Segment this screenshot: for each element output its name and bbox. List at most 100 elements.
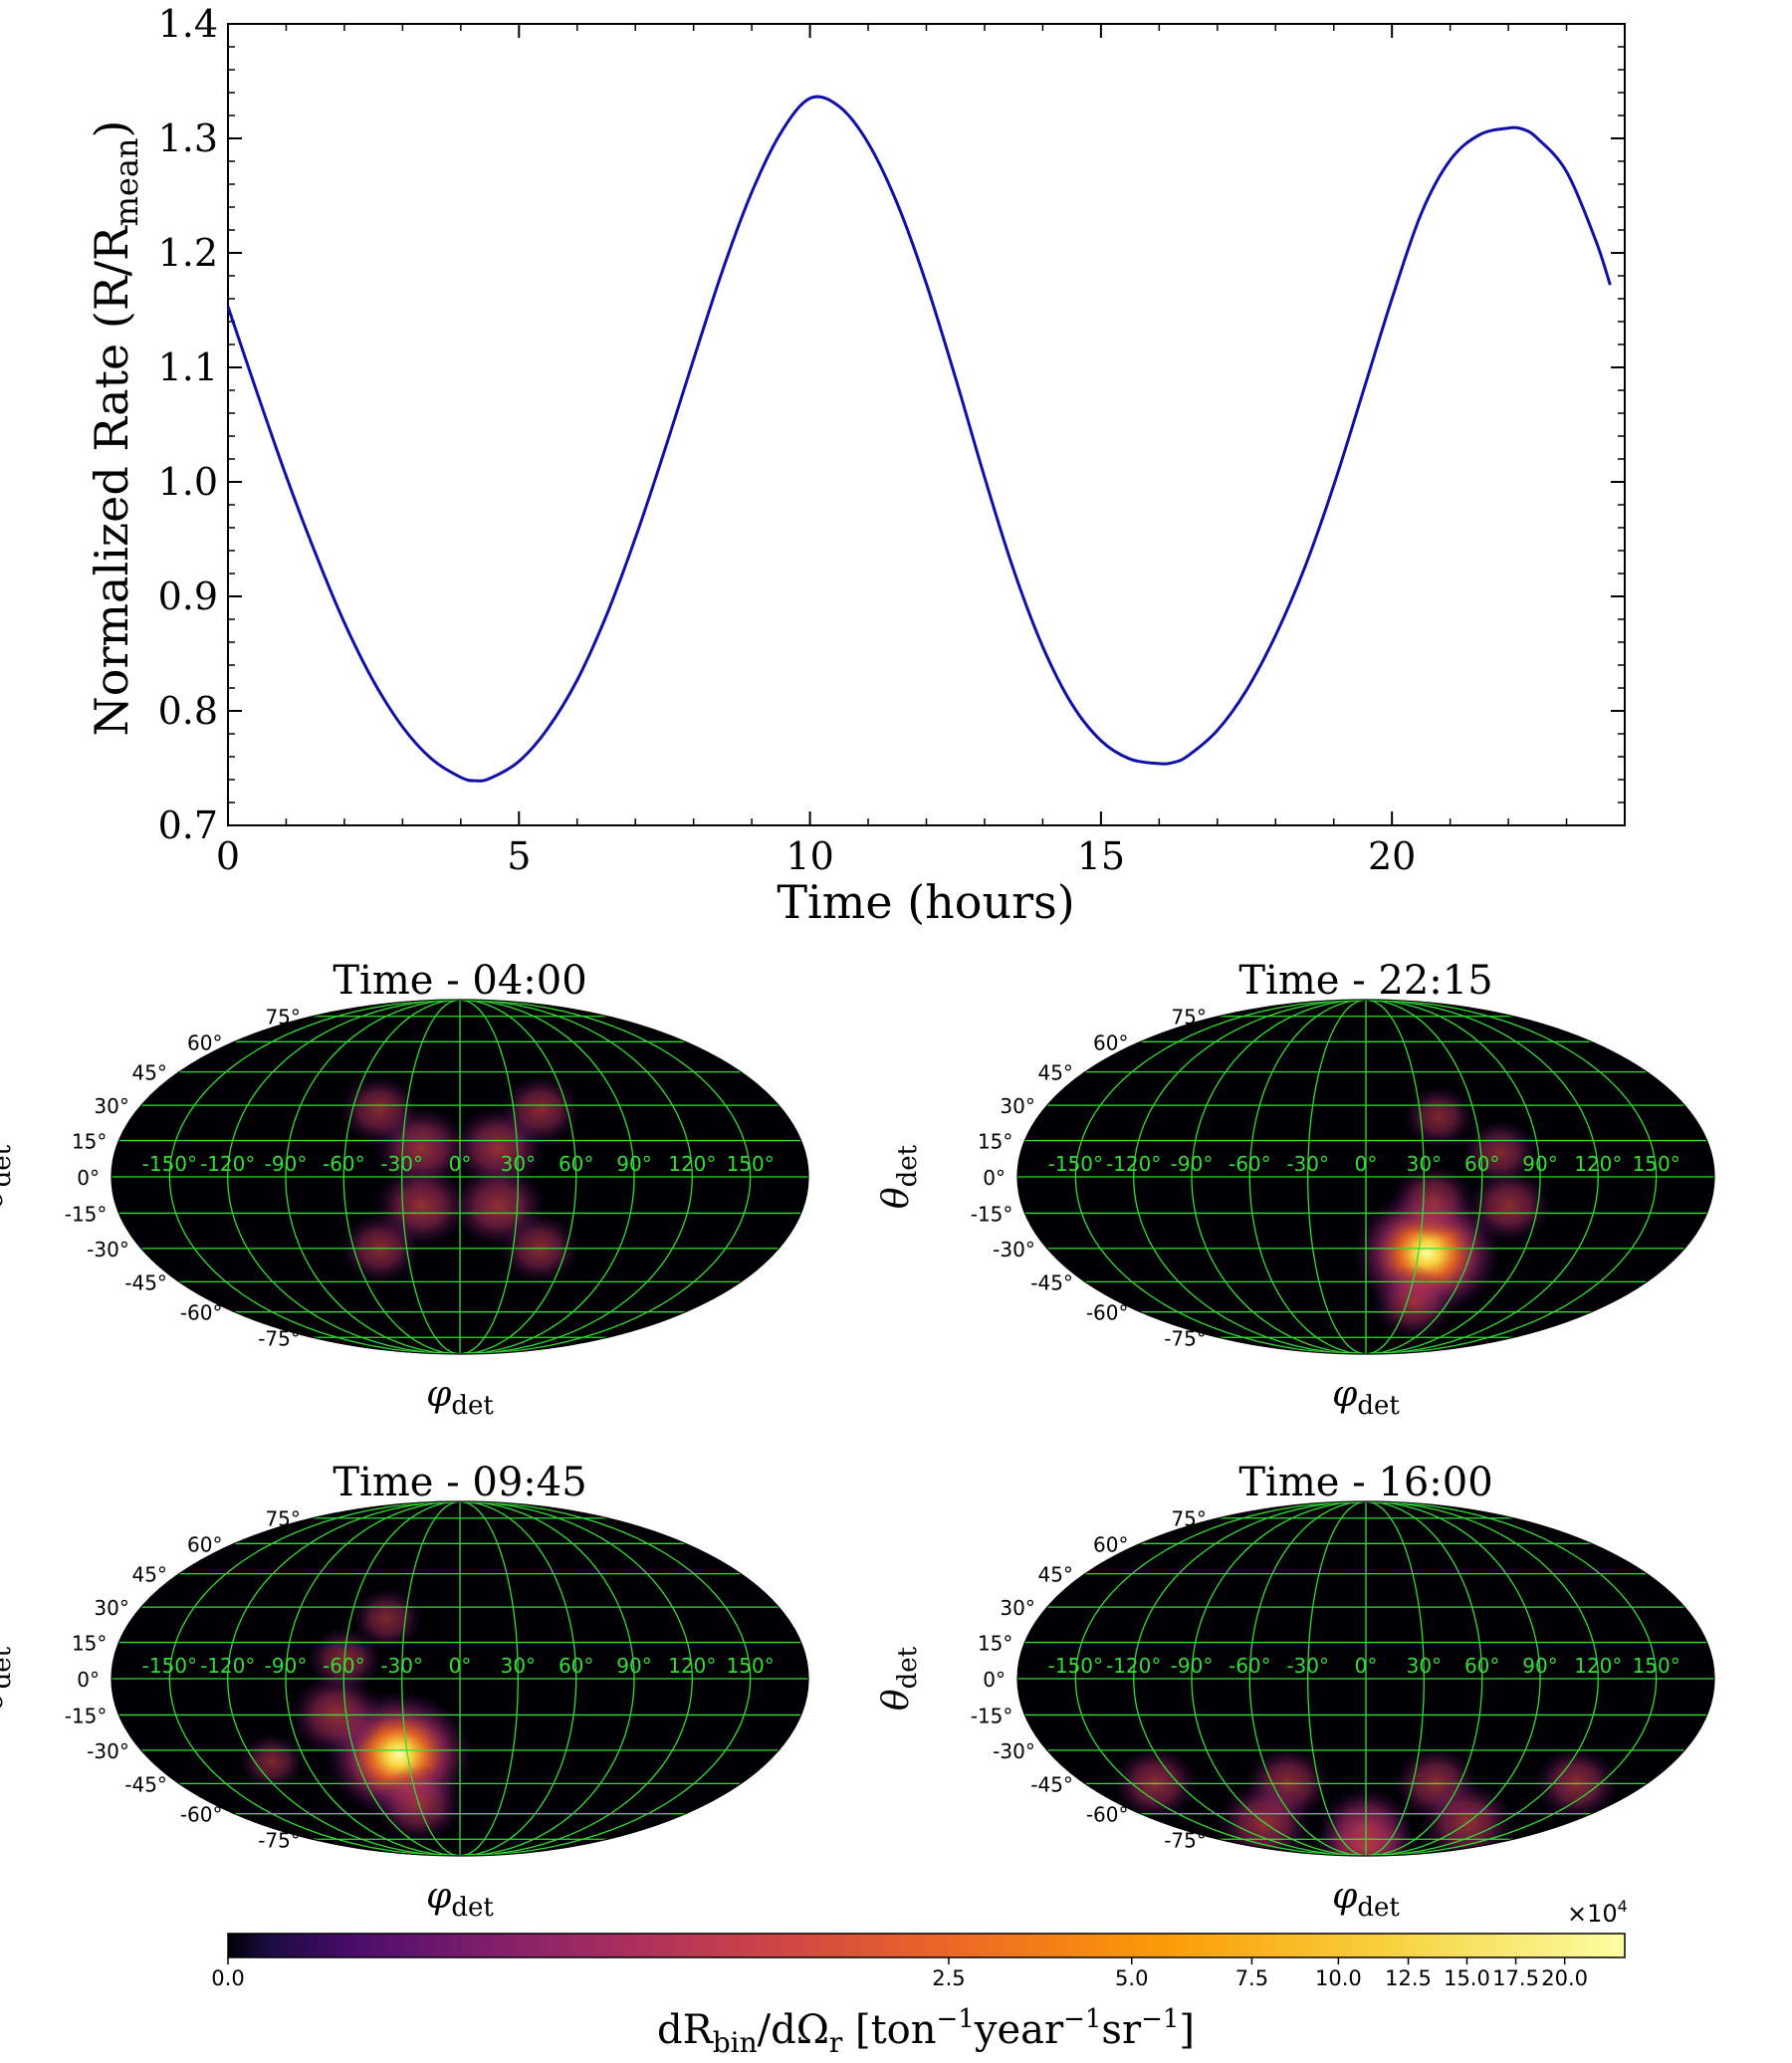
meridian-line: [459, 1000, 519, 1354]
y-tick-label: 0.7: [158, 803, 218, 847]
x-tick-labels: 0 5 10 15 20: [216, 834, 1416, 878]
meridian-line: [1365, 1000, 1599, 1354]
longitude-label: 120°: [668, 1654, 716, 1678]
longitude-label: 60°: [1464, 1654, 1499, 1678]
map-hotspot: [239, 1733, 305, 1790]
longitude-label: -150°: [1048, 1654, 1103, 1678]
latitude-label: 75°: [1171, 1006, 1206, 1030]
meridian-line: [459, 1501, 752, 1856]
latitude-label: 45°: [1037, 1061, 1072, 1085]
map-grid: [1017, 1501, 1714, 1856]
longitude-label: -150°: [142, 1152, 197, 1176]
x-tick-label: 20: [1368, 834, 1416, 878]
sky-map-0400: Time - 04:00 -150° -120° -90° -60° -30° 0° 30° 6…: [0, 958, 809, 1421]
y-tick-label: 1.4: [158, 2, 218, 46]
longitude-label: 90°: [616, 1152, 651, 1176]
longitude-label: 30°: [1407, 1152, 1442, 1176]
meridian-line: [1365, 1501, 1541, 1856]
map-grid: [112, 1501, 808, 1856]
longitude-label: 90°: [1522, 1152, 1557, 1176]
latitude-label: 0°: [77, 1166, 100, 1190]
longitude-label: 60°: [559, 1654, 593, 1678]
latitude-label: -45°: [1030, 1772, 1073, 1796]
map-outline: [111, 999, 809, 1355]
y-tick-label: 1.3: [158, 116, 218, 160]
x-axis-label: Time (hours): [777, 875, 1074, 929]
latitude-label: 0°: [77, 1668, 100, 1692]
sky-map-0945: Time - 09:45 -150° -120° -90° -60° -30° 0° 30° 6…: [0, 1460, 809, 1923]
sky-map-2215: Time - 22:15 -150° -120° -90° -60° -30° 0° 30° 6…: [876, 958, 1715, 1421]
x-tick-label: 0: [216, 834, 240, 878]
y-tick-label: 1.1: [158, 345, 218, 389]
longitude-label: -60°: [1229, 1152, 1271, 1176]
map-x-axis-symbol: φ: [426, 1876, 452, 1917]
meridian-line: [227, 1501, 461, 1856]
latitude-label: -75°: [258, 1326, 301, 1350]
latitude-label: 30°: [94, 1094, 128, 1118]
longitude-label: 150°: [1633, 1152, 1680, 1176]
meridian-line: [285, 1000, 461, 1354]
meridian-line: [168, 1501, 461, 1856]
colorbar-tick-label: 12.5: [1385, 1966, 1432, 1990]
sky-map-1600: Time - 16:00 -150° -120° -90° -60° -30° 0° 30° 6…: [876, 1460, 1715, 1923]
longitude-label: -60°: [1229, 1654, 1271, 1678]
map-title: Time - 22:15: [1238, 958, 1492, 1004]
y-tick-label: 0.8: [158, 689, 218, 733]
longitude-label: -120°: [1106, 1152, 1161, 1176]
map-hotspot: [1391, 1164, 1475, 1239]
colorbar-tick-label: 0.0: [211, 1966, 244, 1990]
longitude-label: -120°: [200, 1654, 255, 1678]
map-hotspot: [1404, 1086, 1474, 1148]
map-x-axis-subscript: det: [1357, 1391, 1400, 1421]
longitude-label: 60°: [559, 1152, 593, 1176]
meridian-line: [227, 1000, 461, 1354]
latitude-label: -15°: [65, 1202, 108, 1226]
longitude-label: -30°: [380, 1654, 423, 1678]
meridian-line: [342, 1000, 461, 1354]
latitude-label: 45°: [131, 1563, 166, 1587]
map-hotspot: [1466, 1169, 1552, 1243]
map-x-axis-subscript: det: [451, 1391, 494, 1421]
meridian-line: [459, 1501, 519, 1856]
meridian-line: [1307, 1501, 1367, 1856]
meridian-line: [459, 1000, 752, 1354]
meridian-line: [459, 1000, 635, 1354]
longitude-label: -90°: [1171, 1654, 1214, 1678]
meridian-line: [1191, 1000, 1367, 1354]
meridian-line: [459, 1000, 693, 1354]
latitude-label: -60°: [180, 1803, 223, 1827]
y-tick-label: 0.9: [158, 574, 218, 618]
meridian-line: [1365, 1000, 1658, 1354]
map-x-axis-subscript: det: [1357, 1893, 1400, 1923]
meridian-line: [1365, 1000, 1483, 1354]
longitude-label: -60°: [323, 1152, 365, 1176]
longitude-label: 150°: [727, 1152, 775, 1176]
map-x-axis-symbol: φ: [1332, 1876, 1358, 1917]
longitude-label: 0°: [449, 1152, 472, 1176]
map-x-axis-label: φdet: [426, 1876, 494, 1923]
meridian-line: [1248, 1000, 1367, 1354]
latitude-label: -15°: [65, 1704, 108, 1727]
meridian-line: [1191, 1501, 1367, 1856]
map-hotspot: [339, 1075, 419, 1145]
latitude-label: 15°: [978, 1130, 1012, 1154]
colorbar-multiplier: ×104: [1567, 1897, 1628, 1928]
colorbar-bar: [227, 1933, 1626, 1958]
y-tick-label: 1.0: [158, 460, 218, 504]
longitude-label: -90°: [265, 1654, 308, 1678]
map-y-axis-symbol: θ: [876, 1187, 917, 1209]
map-y-axis-symbol: θ: [0, 1187, 11, 1209]
meridian-line: [1365, 1000, 1425, 1354]
latitude-label: 60°: [1093, 1031, 1128, 1054]
meridian-line: [459, 1501, 693, 1856]
latitude-label: -75°: [1164, 1828, 1207, 1852]
meridian-line: [168, 1000, 461, 1354]
x-tick-label: 10: [785, 834, 833, 878]
meridian-line: [1365, 1501, 1658, 1856]
meridian-line: [285, 1501, 461, 1856]
map-grid: [112, 1000, 808, 1354]
meridian-line: [1365, 1501, 1425, 1856]
latitude-label: -60°: [180, 1301, 223, 1325]
latitude-label: 0°: [983, 1668, 1006, 1692]
